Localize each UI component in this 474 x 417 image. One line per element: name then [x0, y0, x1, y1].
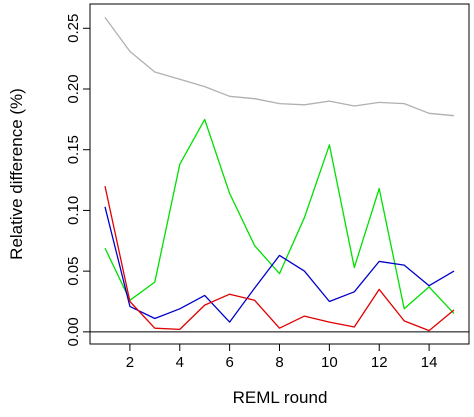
- series-line-3: [104, 206, 455, 323]
- series-line-1: [104, 17, 455, 117]
- y-tick-label: 0.20: [65, 74, 82, 103]
- y-tick-label: 0.05: [65, 257, 82, 286]
- x-tick-label: 10: [321, 354, 338, 371]
- x-axis-label: REML round: [233, 388, 328, 407]
- y-tick-label: 0.00: [65, 317, 82, 346]
- x-tick-label: 14: [421, 354, 438, 371]
- x-tick-label: 12: [371, 354, 388, 371]
- series-line-4: [104, 185, 455, 332]
- y-axis-label: Relative difference (%): [7, 88, 26, 260]
- y-tick-label: 0.10: [65, 196, 82, 225]
- x-tick-label: 4: [176, 354, 184, 371]
- x-tick-label: 6: [225, 354, 233, 371]
- y-tick-label: 0.15: [65, 135, 82, 164]
- y-tick-label: 0.25: [65, 14, 82, 43]
- x-tick-label: 2: [126, 354, 134, 371]
- x-tick-label: 8: [275, 354, 283, 371]
- plot-frame: [89, 3, 470, 345]
- series-line-2: [104, 118, 455, 315]
